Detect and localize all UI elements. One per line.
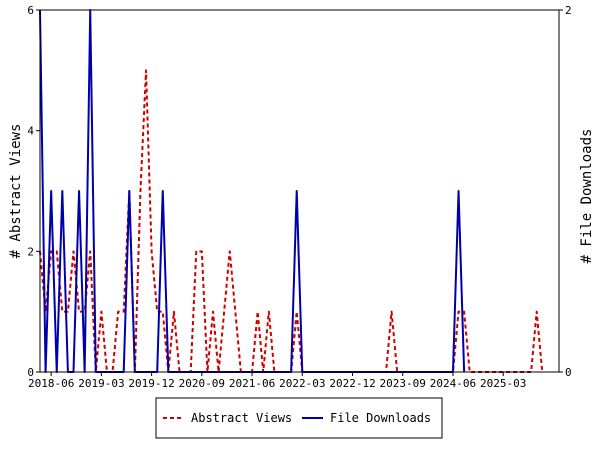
x-axis-tick-label: 2023-09 — [380, 377, 426, 390]
right-axis-tick-label: 0 — [565, 366, 572, 379]
x-axis-tick-label: 2021-06 — [229, 377, 275, 390]
legend-label-file-downloads: File Downloads — [330, 411, 431, 425]
x-axis: 2018-06 2019-03 2019-12 2020-09 2021-06 2022-… — [28, 372, 526, 390]
legend-label-abstract-views: Abstract Views — [191, 411, 292, 425]
plot-frame — [39, 9, 560, 373]
right-axis-title: # File Downloads — [579, 129, 595, 264]
x-axis-tick-label: 2024-06 — [430, 377, 476, 390]
left-axis-tick-label: 4 — [27, 125, 34, 138]
left-axis-tick-label: 6 — [27, 4, 34, 17]
left-axis-tick-label: 2 — [27, 245, 34, 258]
x-axis-tick-label: 2022-03 — [279, 377, 325, 390]
x-axis-tick-label: 2020-09 — [179, 377, 225, 390]
x-axis-tick-label: 2022-12 — [329, 377, 375, 390]
right-axis: 02 — [559, 4, 572, 379]
left-axis-title: # Abstract Views — [8, 124, 24, 259]
right-axis-tick-label: 2 — [565, 4, 572, 17]
legend: Abstract Views File Downloads — [155, 397, 443, 439]
x-axis-tick-label: 2025-03 — [480, 377, 526, 390]
legend-box — [155, 397, 443, 439]
x-axis-tick-label: 2019-12 — [128, 377, 174, 390]
x-axis-tick-label: 2019-03 — [78, 377, 124, 390]
left-axis: 0 2 4 6 — [27, 4, 40, 379]
left-axis-tick-label: 0 — [27, 366, 34, 379]
x-axis-tick-label: 2018-06 — [28, 377, 74, 390]
